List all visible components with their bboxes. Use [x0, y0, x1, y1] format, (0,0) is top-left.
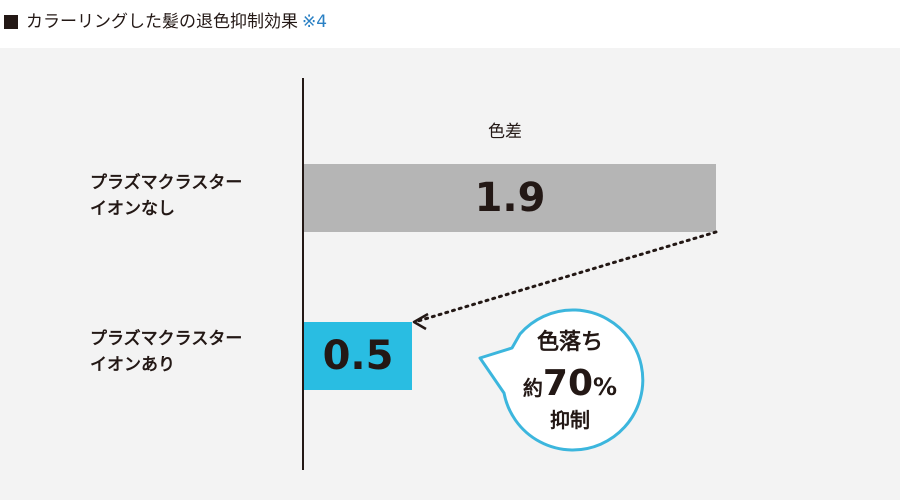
series-label: 色差 [488, 122, 522, 142]
category-label-with-ion: プラズマクラスター イオンあり [90, 326, 242, 378]
category-label-without-ion: プラズマクラスター イオンなし [90, 170, 242, 222]
arrow-head-icon [412, 312, 429, 331]
footnote-ref: ※4 [302, 12, 328, 32]
callout-prefix: 約 [522, 376, 543, 400]
callout-line1: 色落ち [536, 330, 603, 355]
callout-percent: 約70% [498, 362, 642, 412]
dotted-arrow-line [416, 230, 718, 323]
callout-number: 70 [542, 363, 594, 404]
bar-with-ion [304, 322, 412, 390]
chart-panel [0, 48, 900, 500]
title-text: カラーリングした髪の退色抑制効果 [26, 12, 298, 32]
header-square-icon [4, 15, 18, 29]
speech-bubble [478, 308, 645, 452]
chart-title: カラーリングした髪の退色抑制効果 ※4 [26, 11, 327, 33]
bar-without-ion [304, 164, 716, 232]
bar-value-label: 1.9 [474, 175, 546, 221]
y-axis-line [302, 78, 304, 470]
category-label-line: プラズマクラスター [90, 329, 243, 349]
category-label-line: イオンあり [90, 355, 175, 375]
chart-header: カラーリングした髪の退色抑制効果 ※4 [0, 0, 900, 48]
callout-line3: 抑制 [550, 408, 590, 432]
bar-value-label: 0.5 [322, 333, 394, 379]
category-label-line: プラズマクラスター [90, 173, 243, 193]
callout-unit: % [593, 373, 618, 401]
category-label-line: イオンなし [90, 199, 175, 219]
